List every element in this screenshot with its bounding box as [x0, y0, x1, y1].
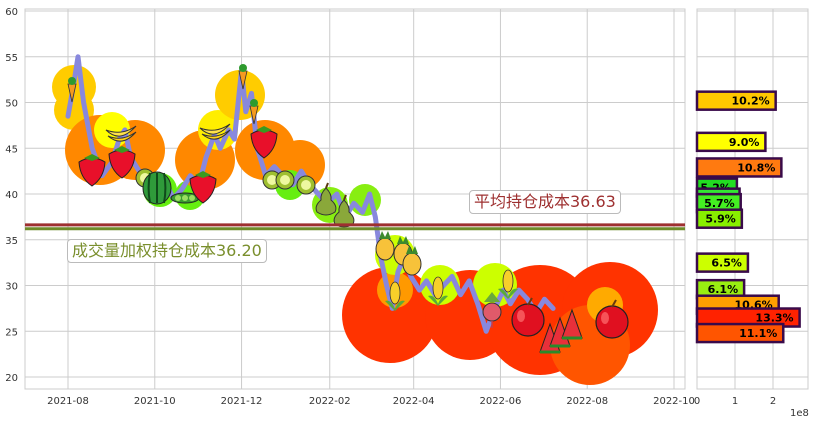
y-tick-label: 25 [5, 327, 18, 338]
volume-bar: 5.9% [695, 208, 744, 229]
volume-bar: 6.5% [695, 252, 750, 273]
x-tick-label: 2022-02 [309, 396, 351, 407]
kiwi-icon [296, 175, 316, 195]
side-x-axis-ticks: 0 1 2 [694, 396, 776, 407]
volume-distribution-plot: 10.2%9.0%10.8%5.2%5.6%5.7%5.9%6.5%6.1%10… [694, 8, 809, 419]
y-tick-label: 60 [5, 7, 18, 18]
y-tick-label: 35 [5, 236, 18, 247]
watermelon-slice-icon [539, 308, 583, 354]
fruit-markers [67, 64, 629, 354]
volume-bar: 11.1% [695, 322, 785, 344]
x-tick-label: 2022-08 [566, 396, 608, 407]
x-scale-label: 1e8 [790, 408, 809, 419]
y-tick-label: 45 [5, 144, 18, 155]
y-tick-label: 55 [5, 53, 18, 64]
side-x-tick-label: 1 [732, 396, 738, 407]
y-tick-label: 50 [5, 99, 18, 110]
y-tick-label: 20 [5, 373, 18, 384]
radish-icon [482, 292, 502, 328]
kiwi-icon [275, 170, 295, 190]
volume-bar: 10.8% [695, 157, 783, 178]
carrot-icon [67, 77, 77, 103]
bar-value-label: 10.8% [737, 161, 775, 174]
apple-icon [511, 297, 545, 337]
bar-value-label: 5.7% [704, 197, 735, 210]
strawberry-icon [189, 171, 217, 204]
strawberry-icon [108, 146, 136, 179]
strawberry-icon [250, 126, 278, 159]
banana-icon [105, 125, 137, 142]
bar-value-label: 10.2% [731, 95, 769, 108]
x-tick-label: 2022-04 [393, 396, 435, 407]
carrot-icon [238, 64, 248, 90]
bar-value-label: 11.1% [739, 327, 777, 340]
y-tick-label: 30 [5, 282, 18, 293]
volume-bar: 10.2% [695, 90, 777, 111]
side-x-tick-label: 2 [770, 396, 776, 407]
cost-lines [25, 223, 685, 231]
x-tick-label: 2022-06 [480, 396, 522, 407]
volume-bar: 5.7% [695, 192, 742, 214]
side-x-tick-label: 0 [694, 396, 700, 407]
apple-icon [595, 299, 629, 339]
pineapple-icon [375, 231, 395, 261]
average-cost-annotation: 平均持仓成本36.63 [469, 190, 621, 214]
bar-value-label: 9.0% [729, 136, 760, 149]
volume-bar: 6.1% [695, 278, 746, 300]
carrot-icon [249, 99, 259, 125]
bar-value-label: 5.9% [705, 213, 736, 226]
x-axis-ticks: 2021-08 2021-10 2021-12 2022-02 2022-04 2022-… [47, 396, 695, 407]
x-tick-label: 2021-12 [221, 396, 263, 407]
watermelon-icon [142, 171, 172, 205]
y-tick-label: 40 [5, 190, 18, 201]
x-tick-label: 2022-10 [653, 396, 695, 407]
corn-icon [385, 281, 405, 311]
pear-icon [333, 194, 355, 228]
bar-value-label: 6.1% [708, 283, 739, 296]
bar-value-label: 6.5% [711, 257, 742, 270]
corn-icon [498, 269, 518, 299]
bar-value-label: 13.3% [755, 312, 793, 325]
x-tick-label: 2021-10 [134, 396, 176, 407]
volume-bar: 9.0% [695, 131, 767, 153]
volume-bars: 10.2%9.0%10.8%5.2%5.6%5.7%5.9%6.5%6.1%10… [695, 90, 801, 344]
strawberry-icon [78, 154, 106, 187]
pineapple-icon [402, 246, 422, 276]
volume-weighted-cost-annotation: 成交量加权持仓成本36.20 [67, 239, 267, 263]
pear-icon [315, 182, 337, 216]
glow-blob [342, 267, 438, 363]
banana-icon [199, 123, 231, 140]
y-axis-ticks: 20 25 30 35 40 45 50 55 60 [5, 7, 18, 384]
x-tick-label: 2021-08 [47, 396, 89, 407]
volume-bar: 13.3% [695, 307, 801, 328]
corn-icon [428, 276, 448, 306]
